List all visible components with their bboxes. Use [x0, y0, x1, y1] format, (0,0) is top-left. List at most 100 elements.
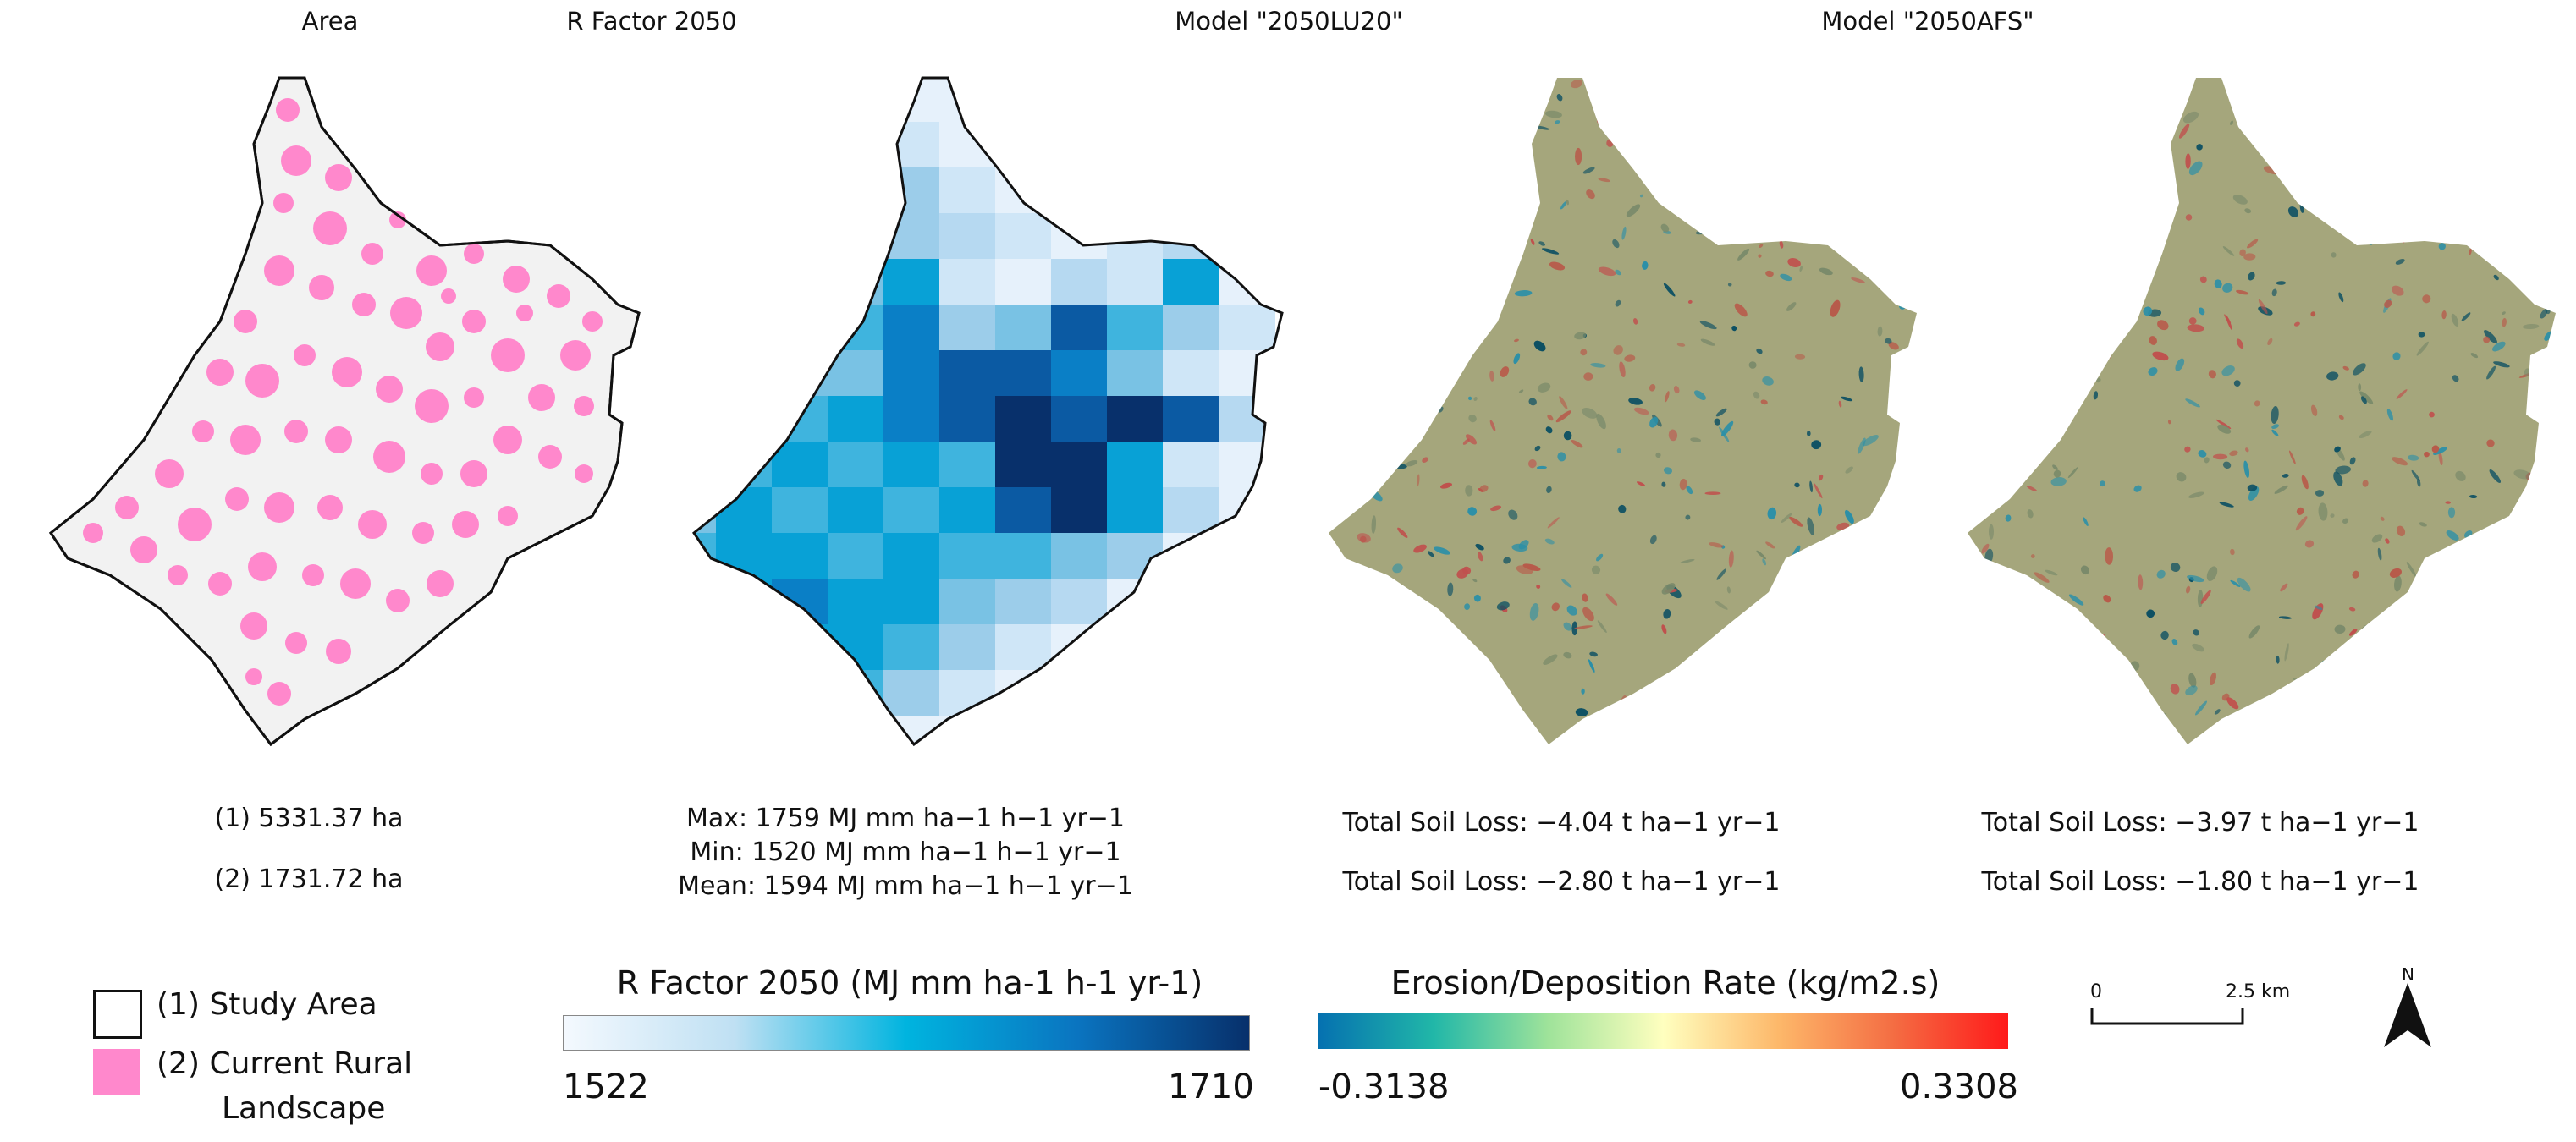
erosion-patch — [2225, 315, 2232, 331]
rfactor-cell — [828, 716, 884, 744]
rfactor-cell — [1107, 716, 1164, 744]
erosion-patch — [1777, 136, 1784, 142]
erosion-patch — [1642, 261, 1649, 270]
erosion-patch — [1545, 426, 1553, 434]
erosion-patch — [2474, 549, 2482, 563]
erosion-patch — [1506, 233, 1516, 243]
erosion-patch — [2380, 516, 2385, 521]
erosion-patch — [2012, 356, 2021, 372]
erosion-patch — [1715, 408, 1727, 417]
erosion-patch — [1431, 187, 1438, 204]
erosion-patch — [1991, 637, 1999, 643]
rfactor-cell — [716, 305, 773, 351]
erosion-patch — [2032, 610, 2040, 618]
panel-title-afs: Model "2050AFS" — [1821, 7, 2034, 36]
erosion-patch — [2011, 387, 2019, 400]
erosion-patch — [2349, 457, 2356, 465]
erosion-patch — [2229, 120, 2234, 125]
erosion-patch — [2510, 736, 2526, 744]
rfactor-cell — [883, 305, 940, 351]
erosion-patch — [2474, 596, 2480, 605]
erosion-bar-max: 0.3308 — [1900, 1068, 2018, 1106]
erosion-patch — [2429, 585, 2436, 596]
erosion-patch — [2284, 643, 2289, 662]
erosion-patch — [2248, 486, 2260, 501]
erosion-patch — [1401, 150, 1416, 162]
erosion-patch — [2353, 363, 2366, 376]
erosion-patch — [2293, 321, 2300, 327]
erosion-patch — [1849, 705, 1859, 715]
erosion-patch — [2524, 368, 2530, 376]
erosion-patch — [1979, 368, 1995, 378]
erosion-patch — [1673, 386, 1680, 394]
erosion-patch — [1661, 624, 1667, 634]
erosion-patch — [1340, 374, 1348, 382]
erosion-patch — [2095, 377, 2101, 383]
rfactor-cell — [1163, 167, 1219, 214]
rfactor-cell — [772, 670, 828, 716]
erosion-patch — [2433, 612, 2437, 628]
erosion-patch — [2296, 507, 2304, 515]
erosion-patch — [1598, 266, 1616, 277]
erosion-patch — [1557, 452, 1566, 462]
erosion-patch — [2236, 338, 2244, 349]
erosion-patch — [1398, 683, 1407, 694]
scalebar-start-label: 0 — [2090, 981, 2102, 1002]
erosion-patch — [2469, 248, 2472, 255]
erosion-patch — [1807, 517, 1815, 535]
erosion-patch — [2052, 464, 2058, 470]
rfactor-cell — [772, 78, 828, 123]
erosion-patch — [1339, 711, 1344, 723]
erosion-patch — [1624, 712, 1630, 719]
erosion-patch — [2018, 428, 2028, 436]
erosion-patch — [1434, 546, 1450, 555]
erosion-patch — [2018, 412, 2033, 428]
rfactor-cell — [1051, 259, 1108, 305]
legend-rural-label-1: (2) Current Rural — [157, 1046, 413, 1081]
erosion-patch — [2028, 388, 2039, 397]
erosion-patch — [1870, 712, 1877, 720]
erosion-patch — [1377, 343, 1383, 349]
rfactor-cell — [1219, 213, 1275, 260]
rfactor-cell — [694, 670, 717, 716]
rfactor-cell — [828, 396, 884, 442]
erosion-patch — [2243, 460, 2250, 478]
erosion-patch — [1543, 654, 1558, 665]
erosion-patch — [2285, 710, 2294, 720]
erosion-patch — [1811, 679, 1820, 688]
erosion-patch — [1818, 474, 1824, 481]
rfactor-cell — [939, 259, 996, 305]
erosion-patch — [2254, 400, 2260, 407]
erosion-patch — [2525, 135, 2532, 141]
erosion-patch — [2367, 82, 2373, 89]
erosion-patch — [1371, 90, 1383, 103]
erosion-patch — [2176, 472, 2187, 482]
rfactor-cell — [828, 442, 884, 488]
rfactor-cell — [1051, 122, 1108, 168]
erosion-patch — [2392, 285, 2404, 296]
erosion-patch — [2271, 406, 2279, 424]
erosion-patch — [1817, 503, 1823, 517]
erosion-patch — [2513, 137, 2519, 146]
erosion-patch — [1583, 372, 1593, 381]
erosion-patch — [1370, 147, 1377, 151]
erosion-patch — [2367, 214, 2373, 223]
erosion-patch — [2237, 577, 2251, 592]
rfactor-cell — [828, 487, 884, 534]
erosion-patch — [1896, 240, 1909, 245]
erosion-patch — [2304, 540, 2315, 548]
erosion-patch — [1753, 391, 1760, 399]
erosion-patch — [2485, 658, 2492, 665]
rfactor-cell — [694, 624, 717, 671]
erosion-patch — [1968, 348, 1978, 357]
erosion-patch — [1440, 341, 1454, 348]
erosion-patch — [2053, 469, 2061, 478]
erosion-patch — [2474, 636, 2481, 645]
erosion-patch — [2005, 514, 2012, 522]
erosion-patch — [2080, 565, 2089, 575]
rfactor-cell — [694, 579, 717, 625]
erosion-patch — [1349, 298, 1362, 306]
erosion-patch — [1756, 348, 1763, 354]
erosion-patch — [1994, 345, 2002, 354]
erosion-patch — [1431, 338, 1439, 346]
